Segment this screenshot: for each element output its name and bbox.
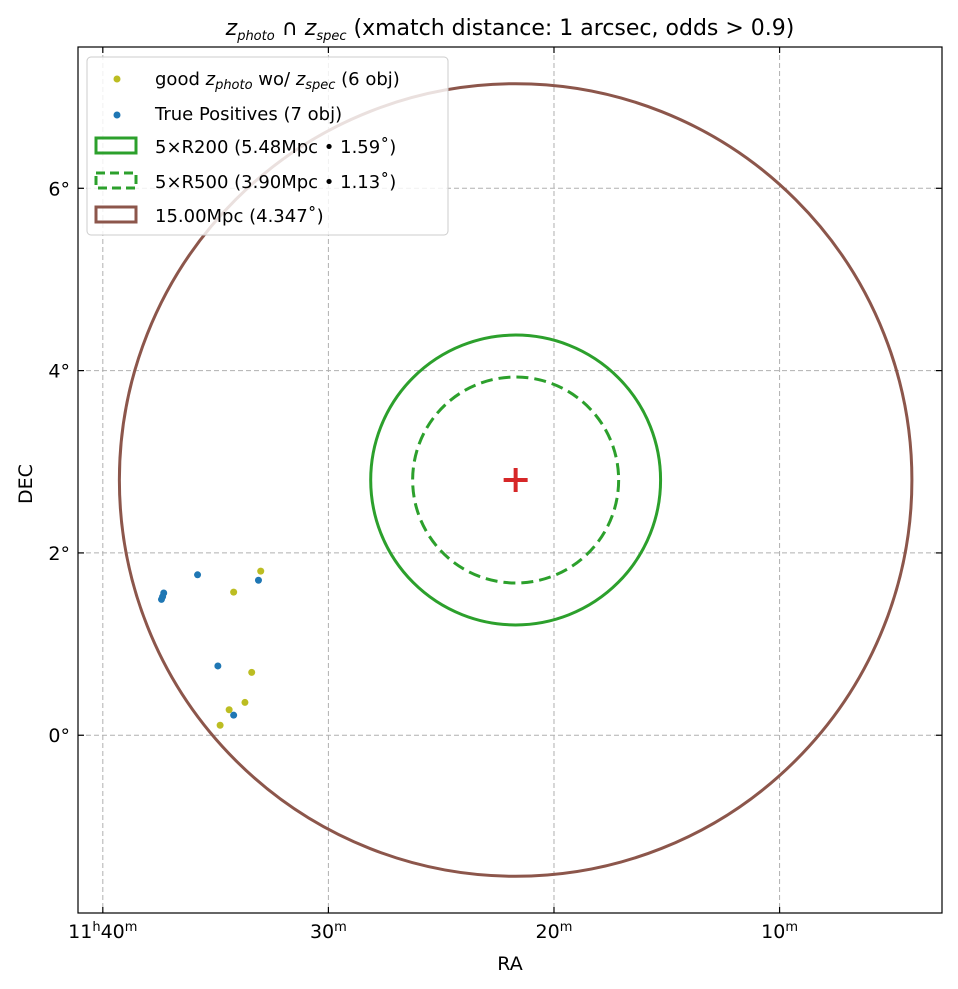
- scatter-points: [157, 567, 265, 729]
- legend: good zphoto wo/ zspec (6 obj) True Posit…: [86, 56, 449, 236]
- plot-frame: [77, 46, 943, 914]
- legend-swatch-15mpc: [94, 205, 138, 224]
- y-tick-label-0: 0°: [48, 725, 70, 747]
- x-axis-label: RA: [497, 953, 522, 975]
- circle-2: [117, 82, 914, 878]
- y-tick-label-1: 2°: [48, 543, 70, 565]
- point-s0-1: [230, 588, 238, 596]
- x-tick-label-0: 11h40m: [68, 920, 137, 943]
- legend-label-r500: 5×R500 (3.90Mpc • 1.13˚): [155, 172, 396, 193]
- legend-box: [86, 56, 449, 236]
- cluster-center-marker: [503, 468, 528, 492]
- legend-swatch-r500: [94, 171, 138, 190]
- legend-label-good-zphoto: good zphoto wo/ zspec (6 obj): [155, 69, 400, 93]
- legend-label-r200: 5×R200 (5.48Mpc • 1.59˚): [155, 137, 396, 158]
- y-axis-label: DEC: [15, 464, 37, 504]
- legend-label-true-positives: True Positives (7 obj): [154, 104, 342, 125]
- point-s1-3: [254, 576, 262, 584]
- point-s1-2: [194, 571, 202, 579]
- legend-swatch-good-zphoto: [113, 75, 121, 83]
- circle-1: [411, 375, 621, 585]
- circle-0: [369, 333, 663, 627]
- legend-swatch-r200: [94, 136, 138, 155]
- legend-label-15mpc: 15.00Mpc (4.347˚): [155, 206, 324, 227]
- point-s1-4: [214, 662, 222, 670]
- point-s0-3: [241, 698, 249, 706]
- chart-title: zphoto ∩ zspec (xmatch distance: 1 arcse…: [225, 16, 795, 44]
- point-s1-6: [230, 711, 238, 719]
- point-s0-4: [225, 706, 233, 714]
- axis-ticks: 0° 2° 4° 6° 11h40m 30m 20m 10m: [48, 47, 942, 943]
- x-tick-label-2: 20m: [536, 920, 573, 943]
- point-s0-5: [216, 721, 224, 729]
- point-s0-0: [257, 567, 265, 575]
- point-s1-5: [159, 593, 167, 601]
- y-tick-label-3: 6°: [48, 178, 70, 200]
- x-tick-label-1: 30m: [310, 920, 347, 943]
- point-s0-2: [248, 668, 256, 676]
- x-tick-label-3: 10m: [761, 920, 798, 943]
- circles: [117, 82, 914, 878]
- legend-swatch-true-positives: [113, 111, 121, 119]
- y-tick-label-2: 4°: [48, 361, 70, 383]
